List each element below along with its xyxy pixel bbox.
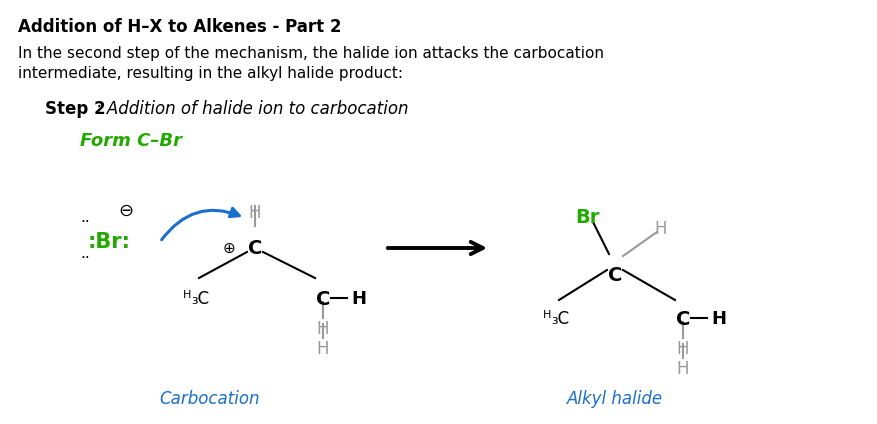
Text: ⊖: ⊖ (118, 202, 133, 220)
Text: ₃C: ₃C (551, 310, 568, 328)
Text: H: H (182, 290, 191, 300)
Text: H: H (542, 310, 551, 320)
Text: Br: Br (574, 208, 598, 227)
Text: : Addition of halide ion to carbocation: : Addition of halide ion to carbocation (96, 100, 408, 118)
Text: Carbocation: Carbocation (160, 390, 260, 408)
Text: intermediate, resulting in the alkyl halide product:: intermediate, resulting in the alkyl hal… (18, 66, 403, 81)
Text: H: H (317, 320, 329, 338)
Text: H: H (317, 340, 329, 358)
Text: Form C–Br: Form C–Br (80, 132, 182, 150)
Text: ..: .. (80, 210, 89, 225)
Text: H: H (351, 290, 366, 308)
Text: H: H (654, 220, 667, 238)
Text: ⊕: ⊕ (223, 240, 235, 256)
Text: In the second step of the mechanism, the halide ion attacks the carbocation: In the second step of the mechanism, the… (18, 46, 603, 61)
FancyArrowPatch shape (161, 208, 239, 240)
Text: ₃C: ₃C (191, 290, 209, 308)
Text: Step 2: Step 2 (45, 100, 105, 118)
Text: ..: .. (80, 246, 89, 261)
Text: C: C (247, 238, 262, 257)
Text: Addition of H–X to Alkenes - Part 2: Addition of H–X to Alkenes - Part 2 (18, 18, 341, 36)
Text: H: H (676, 340, 688, 358)
Text: C: C (675, 310, 689, 329)
Text: Alkyl halide: Alkyl halide (567, 390, 662, 408)
Text: H: H (248, 204, 261, 222)
Text: C: C (607, 266, 622, 285)
Text: :Br:: :Br: (88, 232, 131, 252)
Text: H: H (676, 360, 688, 378)
Text: C: C (316, 290, 330, 309)
Text: H: H (710, 310, 725, 328)
